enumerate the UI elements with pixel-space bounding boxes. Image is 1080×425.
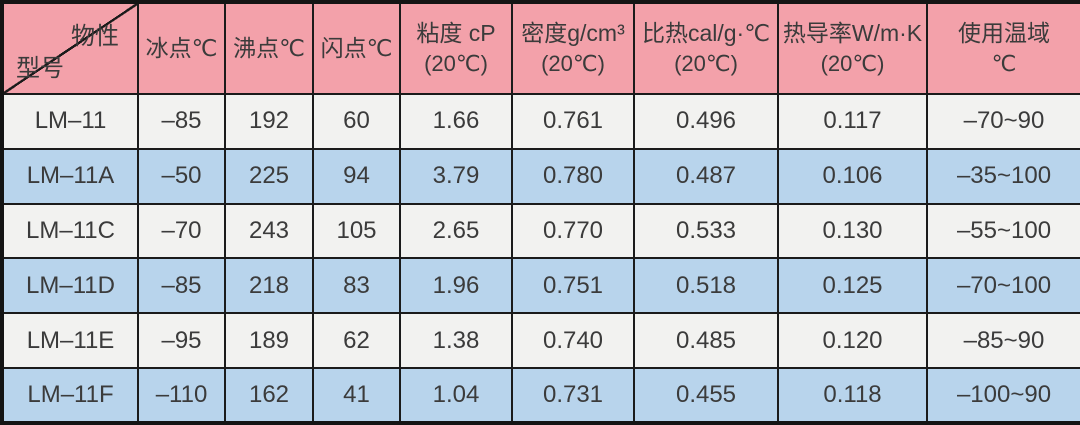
table-cell: 162 [224, 367, 314, 424]
model-cell: LM–11F [1, 367, 139, 424]
table-cell: –110 [137, 367, 226, 424]
table-cell: –85~90 [926, 312, 1080, 370]
table-cell: 218 [224, 257, 314, 315]
table-cell: 62 [312, 312, 401, 370]
header-label: 热导率W/m·K [782, 20, 923, 47]
table-cell: –95 [137, 312, 226, 370]
header-operating-range: 使用温域 ℃ [926, 1, 1080, 95]
table-cell: –100~90 [926, 367, 1080, 424]
table-row: LM–11C –70 243 105 2.65 0.770 0.533 0.13… [1, 202, 1080, 260]
table-cell: 1.66 [399, 93, 513, 150]
header-label: 粘度 cP [416, 20, 496, 47]
table-cell: –50 [137, 147, 226, 205]
table-cell: –70~90 [926, 93, 1080, 150]
header-label: 冰点℃ [145, 34, 218, 61]
table-cell: –35~100 [926, 147, 1080, 205]
table-cell: 105 [312, 202, 401, 260]
corner-label-model: 型号 [16, 55, 64, 82]
table-cell: 94 [312, 147, 401, 205]
table-row: LM–11E –95 189 62 1.38 0.740 0.485 0.120… [1, 312, 1080, 370]
table-cell: –55~100 [926, 202, 1080, 260]
corner-cell: 物性 型号 [1, 1, 139, 95]
table-cell: 0.125 [777, 257, 928, 315]
header-thermal-conductivity: 热导率W/m·K (20℃) [777, 1, 928, 95]
table-cell: 0.731 [511, 367, 635, 424]
header-sublabel: (20℃) [424, 51, 488, 77]
table-cell: –85 [137, 257, 226, 315]
table-cell: 2.65 [399, 202, 513, 260]
table-cell: 0.455 [633, 367, 779, 424]
header-row: 物性 型号 冰点℃ 沸点℃ 闪点℃ 粘度 cP (20℃) 密度g/cm³ (2… [1, 1, 1080, 95]
table-cell: 41 [312, 367, 401, 424]
table-cell: 189 [224, 312, 314, 370]
table-cell: 60 [312, 93, 401, 150]
header-boiling-point: 沸点℃ [224, 1, 314, 95]
table-cell: 0.533 [633, 202, 779, 260]
table-cell: 0.751 [511, 257, 635, 315]
table-row: LM–11 –85 192 60 1.66 0.761 0.496 0.117 … [1, 93, 1080, 150]
table-cell: 0.770 [511, 202, 635, 260]
table-cell: 0.106 [777, 147, 928, 205]
table-cell: 225 [224, 147, 314, 205]
header-freezing-point: 冰点℃ [137, 1, 226, 95]
header-sublabel: ℃ [991, 51, 1017, 77]
table-row: LM–11D –85 218 83 1.96 0.751 0.518 0.125… [1, 257, 1080, 315]
table-cell: 0.485 [633, 312, 779, 370]
header-flash-point: 闪点℃ [312, 1, 401, 95]
header-viscosity: 粘度 cP (20℃) [399, 1, 513, 95]
table-cell: 0.761 [511, 93, 635, 150]
header-label: 使用温域 [958, 20, 1050, 47]
table-cell: 243 [224, 202, 314, 260]
table-cell: 0.118 [777, 367, 928, 424]
header-specific-heat: 比热cal/g·℃ (20℃) [633, 1, 779, 95]
table-cell: 83 [312, 257, 401, 315]
model-cell: LM–11D [1, 257, 139, 315]
table-cell: 0.120 [777, 312, 928, 370]
header-sublabel: (20℃) [541, 51, 605, 77]
header-label: 比热cal/g·℃ [641, 20, 771, 47]
table-cell: 0.487 [633, 147, 779, 205]
table-cell: 1.38 [399, 312, 513, 370]
table-cell: 0.130 [777, 202, 928, 260]
table-cell: 0.117 [777, 93, 928, 150]
table-cell: 0.518 [633, 257, 779, 315]
header-sublabel: (20℃) [820, 51, 885, 77]
table-row: LM–11F –110 162 41 1.04 0.731 0.455 0.11… [1, 367, 1080, 424]
corner-label-property: 物性 [71, 23, 119, 50]
table-cell: 1.04 [399, 367, 513, 424]
header-density: 密度g/cm³ (20℃) [511, 1, 635, 95]
table-cell: –70 [137, 202, 226, 260]
table-cell: –85 [137, 93, 226, 150]
header-label: 沸点℃ [233, 34, 305, 61]
table-cell: 0.740 [511, 312, 635, 370]
model-cell: LM–11 [1, 93, 139, 150]
table-cell: 0.496 [633, 93, 779, 150]
model-cell: LM–11C [1, 202, 139, 260]
table-cell: 192 [224, 93, 314, 150]
table-cell: 3.79 [399, 147, 513, 205]
table-cell: 0.780 [511, 147, 635, 205]
header-label: 密度g/cm³ [521, 20, 625, 47]
header-label: 闪点℃ [320, 34, 393, 61]
model-cell: LM–11A [1, 147, 139, 205]
table-row: LM–11A –50 225 94 3.79 0.780 0.487 0.106… [1, 147, 1080, 205]
table-cell: –70~100 [926, 257, 1080, 315]
header-sublabel: (20℃) [674, 51, 738, 77]
table-cell: 1.96 [399, 257, 513, 315]
model-cell: LM–11E [1, 312, 139, 370]
